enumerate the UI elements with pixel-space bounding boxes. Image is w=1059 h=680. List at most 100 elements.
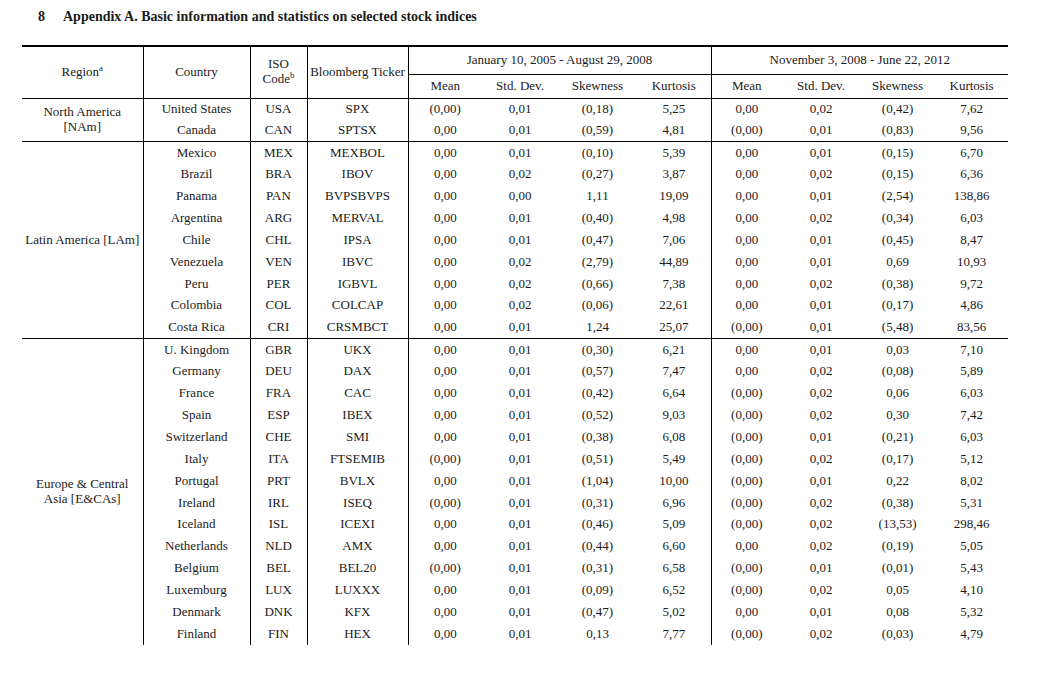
cell-p1-kurtosis: 4,81	[637, 120, 711, 142]
cell-p1-std-dev: 0,01	[482, 98, 558, 120]
cell-p1-std-dev: 0,01	[482, 623, 558, 645]
cell-p2-skewness: (5,48)	[860, 317, 935, 339]
cell-p2-mean: (0,00)	[711, 514, 782, 536]
cell-region: Europe & Central Asia [E&CAs]	[22, 339, 143, 645]
cell-p2-mean: 0,00	[711, 361, 782, 383]
cell-p2-kurtosis: 7,10	[935, 339, 1008, 361]
cell-p2-std-dev: 0,01	[782, 186, 860, 208]
cell-p2-kurtosis: 298,46	[935, 514, 1008, 536]
col-header-p2-mean: Mean	[711, 74, 782, 98]
cell-p1-mean: 0,00	[408, 623, 482, 645]
table-row: NetherlandsNLDAMX0,000,01(0,44)6,600,000…	[22, 536, 1008, 558]
cell-p1-skewness: (2,79)	[558, 251, 637, 273]
cell-p2-mean: (0,00)	[711, 426, 782, 448]
cell-p1-kurtosis: 4,98	[637, 207, 711, 229]
cell-p2-skewness: (0,34)	[860, 207, 935, 229]
cell-iso-code: LUX	[250, 580, 307, 602]
cell-iso-code: CRI	[250, 317, 307, 339]
cell-iso-code: CHL	[250, 229, 307, 251]
cell-p1-skewness: (1,04)	[558, 470, 637, 492]
cell-bloomberg-ticker: IBEX	[307, 404, 408, 426]
cell-p1-kurtosis: 6,08	[637, 426, 711, 448]
cell-iso-code: DEU	[250, 361, 307, 383]
cell-p2-mean: 0,00	[711, 164, 782, 186]
cell-p2-kurtosis: 4,10	[935, 580, 1008, 602]
cell-country: Chile	[143, 229, 250, 251]
cell-country: Ireland	[143, 492, 250, 514]
cell-bloomberg-ticker: ISEQ	[307, 492, 408, 514]
cell-p1-mean: 0,00	[408, 404, 482, 426]
cell-p1-kurtosis: 7,06	[637, 229, 711, 251]
table-row: PortugalPRTBVLX0,000,01(1,04)10,00(0,00)…	[22, 470, 1008, 492]
cell-bloomberg-ticker: BVLX	[307, 470, 408, 492]
cell-bloomberg-ticker: IGBVL	[307, 273, 408, 295]
cell-country: Luxemburg	[143, 580, 250, 602]
cell-p2-mean: (0,00)	[711, 404, 782, 426]
cell-p1-std-dev: 0,01	[482, 601, 558, 623]
cell-p2-mean: 0,00	[711, 601, 782, 623]
table-row: ChileCHLIPSA0,000,01(0,47)7,060,000,01(0…	[22, 229, 1008, 251]
cell-p1-std-dev: 0,01	[482, 142, 558, 164]
cell-p2-mean: (0,00)	[711, 317, 782, 339]
cell-bloomberg-ticker: CAC	[307, 383, 408, 405]
cell-p1-skewness: (0,38)	[558, 426, 637, 448]
cell-p2-kurtosis: 8,02	[935, 470, 1008, 492]
cell-p1-kurtosis: 6,21	[637, 339, 711, 361]
cell-p1-std-dev: 0,02	[482, 273, 558, 295]
cell-p2-skewness: (0,38)	[860, 492, 935, 514]
table-row: ColombiaCOLCOLCAP0,000,02(0,06)22,610,00…	[22, 295, 1008, 317]
cell-p2-mean: 0,00	[711, 207, 782, 229]
col-header-p1-std-dev: Std. Dev.	[482, 74, 558, 98]
cell-bloomberg-ticker: IBVC	[307, 251, 408, 273]
cell-iso-code: ISL	[250, 514, 307, 536]
cell-p1-skewness: (0,10)	[558, 142, 637, 164]
cell-p1-skewness: (0,30)	[558, 339, 637, 361]
cell-iso-code: BEL	[250, 558, 307, 580]
cell-p2-std-dev: 0,02	[782, 448, 860, 470]
cell-bloomberg-ticker: BEL20	[307, 558, 408, 580]
cell-p2-kurtosis: 10,93	[935, 251, 1008, 273]
cell-p1-mean: 0,00	[408, 207, 482, 229]
cell-iso-code: CHE	[250, 426, 307, 448]
cell-p2-mean: 0,00	[711, 229, 782, 251]
cell-p1-kurtosis: 3,87	[637, 164, 711, 186]
cell-p1-kurtosis: 5,49	[637, 448, 711, 470]
cell-p1-kurtosis: 25,07	[637, 317, 711, 339]
cell-p2-std-dev: 0,01	[782, 251, 860, 273]
cell-iso-code: COL	[250, 295, 307, 317]
cell-p2-std-dev: 0,01	[782, 470, 860, 492]
table-row: North America [NAm]United StatesUSASPX(0…	[22, 98, 1008, 120]
cell-p1-mean: 0,00	[408, 273, 482, 295]
col-header-p1-mean: Mean	[408, 74, 482, 98]
cell-p2-kurtosis: 5,43	[935, 558, 1008, 580]
cell-p1-std-dev: 0,01	[482, 470, 558, 492]
cell-p2-kurtosis: 9,56	[935, 120, 1008, 142]
cell-p1-mean: (0,00)	[408, 448, 482, 470]
cell-p2-kurtosis: 138,86	[935, 186, 1008, 208]
cell-iso-code: ARG	[250, 207, 307, 229]
cell-p1-kurtosis: 6,96	[637, 492, 711, 514]
col-header-p2-kurtosis: Kurtosis	[935, 74, 1008, 98]
cell-iso-code: BRA	[250, 164, 307, 186]
cell-iso-code: PER	[250, 273, 307, 295]
cell-country: Canada	[143, 120, 250, 142]
cell-p1-std-dev: 0,01	[482, 317, 558, 339]
cell-country: France	[143, 383, 250, 405]
cell-country: Costa Rica	[143, 317, 250, 339]
cell-bloomberg-ticker: IPSA	[307, 229, 408, 251]
table-row: Costa RicaCRICRSMBCT0,000,011,2425,07(0,…	[22, 317, 1008, 339]
table-row: FranceFRACAC0,000,01(0,42)6,64(0,00)0,02…	[22, 383, 1008, 405]
cell-p1-mean: 0,00	[408, 470, 482, 492]
table-row: ItalyITAFTSEMIB(0,00)0,01(0,51)5,49(0,00…	[22, 448, 1008, 470]
iso-footnote-marker: b	[290, 70, 295, 80]
cell-iso-code: PRT	[250, 470, 307, 492]
cell-country: Switzerland	[143, 426, 250, 448]
region-footnote-marker: a	[99, 62, 103, 72]
cell-p1-skewness: (0,27)	[558, 164, 637, 186]
cell-p2-kurtosis: 7,42	[935, 404, 1008, 426]
col-header-p2-skewness: Skewness	[860, 74, 935, 98]
col-header-period2: November 3, 2008 - June 22, 2012	[711, 46, 1008, 74]
cell-p1-mean: 0,00	[408, 317, 482, 339]
cell-p1-kurtosis: 5,09	[637, 514, 711, 536]
cell-p2-std-dev: 0,01	[782, 426, 860, 448]
